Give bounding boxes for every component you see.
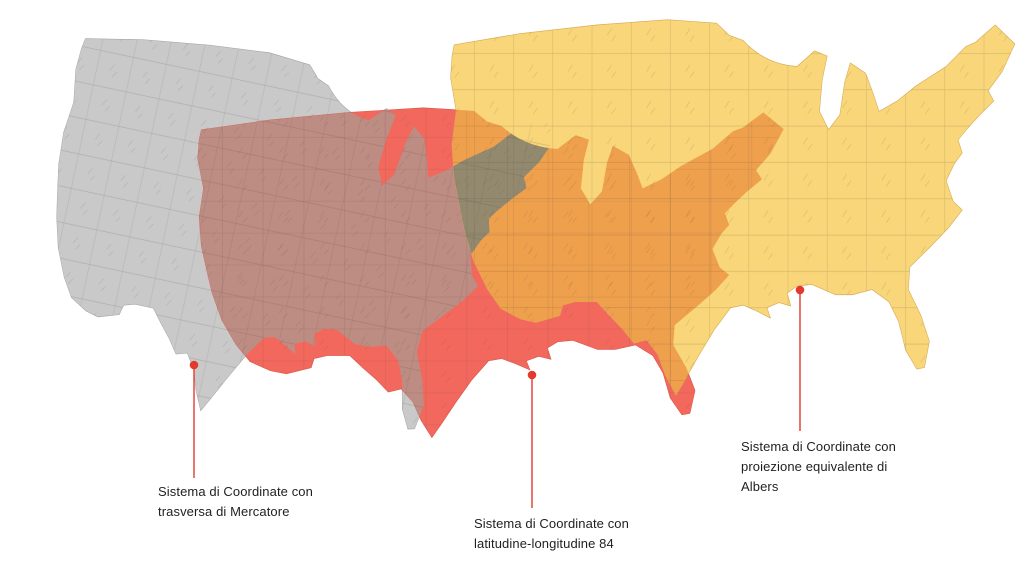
callout-text-line: Sistema di Coordinate con [741, 439, 896, 454]
callout-text-line: proiezione equivalente di [741, 459, 888, 475]
latlon84-callout-label: Sistema di Coordinate con latitudine-lon… [474, 514, 629, 554]
callout-text-line: trasversa di Mercatore [158, 504, 290, 520]
mercator-callout-label: Sistema di Coordinate con trasversa di M… [158, 482, 313, 522]
callout-text-line: Albers [741, 479, 779, 495]
callout-text-line: Sistema di Coordinate con [158, 484, 313, 499]
albers-callout-label: Sistema di Coordinate con proiezione equ… [741, 437, 896, 497]
albers-callout-dot [795, 285, 805, 295]
callout-text-line: Sistema di Coordinate con [474, 516, 629, 531]
mercator-callout-dot [189, 360, 199, 370]
callout-text-line: latitudine-longitudine 84 [474, 536, 614, 552]
latlon84-callout-dot [527, 370, 537, 380]
